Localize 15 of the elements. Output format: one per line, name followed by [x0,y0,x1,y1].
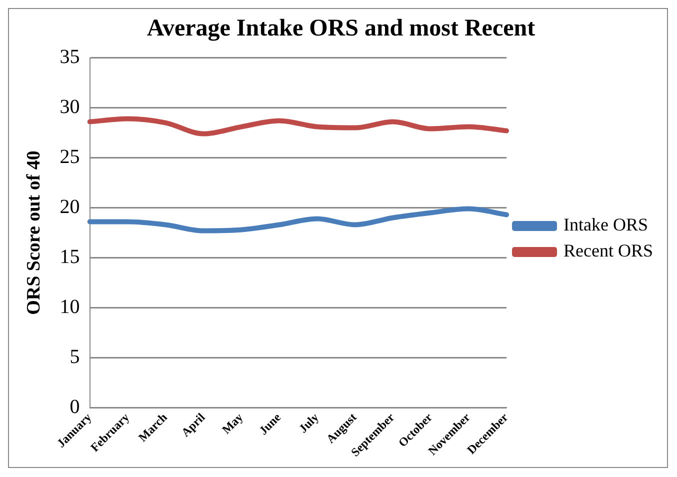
legend-label: Recent ORS [564,240,654,261]
legend-label: Intake ORS [564,214,648,235]
y-axis-title: ORS Score out of 40 [23,150,44,315]
y-tick-label: 10 [60,296,80,318]
y-tick-label: 35 [60,46,80,68]
x-tick-label: July [296,410,322,436]
x-tick-label: May [219,410,246,437]
y-tick-label: 30 [60,96,80,118]
y-tick-label: 25 [60,146,80,168]
y-tick-label: 5 [70,346,80,368]
y-tick-label: 15 [60,246,80,268]
chart-title: Average Intake ORS and most Recent [146,16,536,42]
y-tick-label: 20 [60,196,80,218]
y-tick-label: 0 [70,396,80,418]
x-tick-label: June [256,410,284,438]
